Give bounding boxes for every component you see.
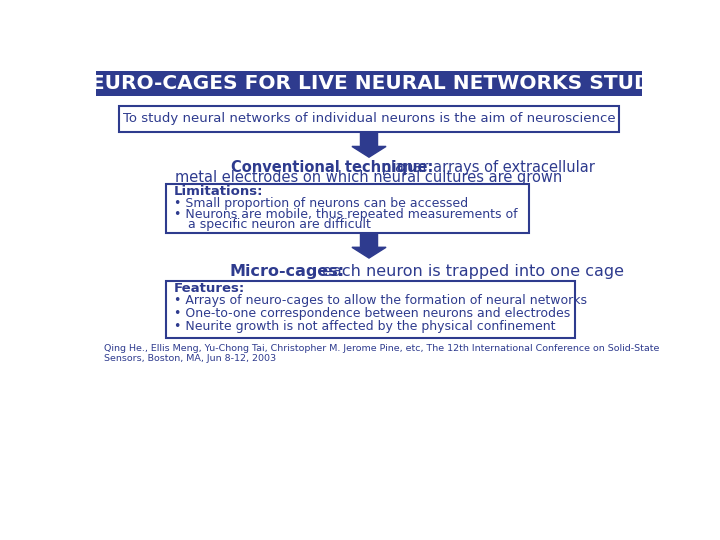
Polygon shape — [352, 233, 386, 258]
FancyBboxPatch shape — [166, 281, 575, 338]
Text: NEURO-CAGES FOR LIVE NEURAL NETWORKS STUDY: NEURO-CAGES FOR LIVE NEURAL NETWORKS STU… — [74, 74, 664, 93]
Text: Limitations:: Limitations: — [174, 185, 264, 198]
Text: • Neurite growth is not affected by the physical confinement: • Neurite growth is not affected by the … — [174, 320, 555, 333]
Polygon shape — [352, 132, 386, 157]
Text: metal electrodes on which neural cultures are grown: metal electrodes on which neural culture… — [176, 171, 562, 186]
Text: planar arrays of extracellular: planar arrays of extracellular — [377, 160, 595, 175]
Text: Qing He., Ellis Meng, Yu-Chong Tai, Christopher M. Jerome Pine, etc, The 12th In: Qing He., Ellis Meng, Yu-Chong Tai, Chri… — [104, 343, 660, 363]
Text: • One-to-one correspondence between neurons and electrodes: • One-to-one correspondence between neur… — [174, 307, 570, 320]
Text: Micro-cages:: Micro-cages: — [230, 264, 345, 279]
Text: • Neurons are mobile, thus repeated measurements of: • Neurons are mobile, thus repeated meas… — [174, 208, 518, 221]
Text: each neuron is trapped into one cage: each neuron is trapped into one cage — [317, 264, 624, 279]
FancyBboxPatch shape — [166, 184, 528, 233]
FancyBboxPatch shape — [96, 71, 642, 96]
Text: a specific neuron are difficult: a specific neuron are difficult — [180, 219, 371, 232]
Text: Conventional technique:: Conventional technique: — [231, 160, 433, 175]
FancyBboxPatch shape — [120, 106, 618, 132]
Text: To study neural networks of individual neurons is the aim of neuroscience: To study neural networks of individual n… — [122, 112, 616, 125]
Text: Features:: Features: — [174, 282, 245, 295]
Text: • Arrays of neuro-cages to allow the formation of neural networks: • Arrays of neuro-cages to allow the for… — [174, 294, 587, 307]
Text: • Small proportion of neurons can be accessed: • Small proportion of neurons can be acc… — [174, 197, 468, 210]
